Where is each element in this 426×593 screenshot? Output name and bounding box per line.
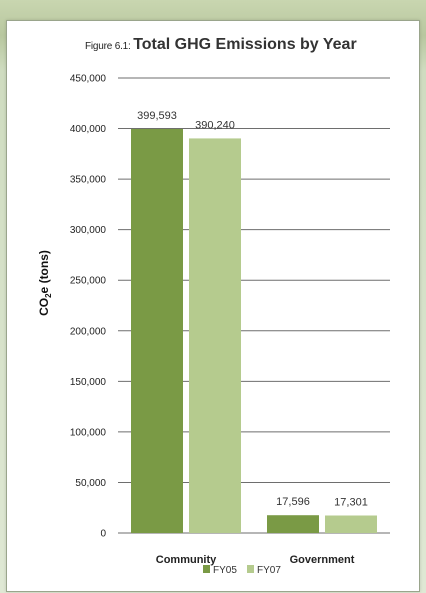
bar-fy07-government	[325, 515, 377, 533]
category-label: Government	[290, 554, 355, 566]
y-tick-labels: 0 50,000 100,000 150,000 200,000 250,000 300,0…	[70, 74, 107, 540]
y-tick-label: 200,000	[70, 326, 107, 337]
legend-label-fy05: FY05	[213, 565, 237, 576]
y-tick-label: 400,000	[70, 124, 107, 135]
figure-title: Figure 6.1: Total GHG Emissions by Year	[85, 36, 415, 58]
data-labels: 399,593 390,240 17,596 17,301	[137, 110, 368, 509]
legend: FY05 FY07	[203, 565, 281, 576]
y-tick-label: 450,000	[70, 74, 107, 85]
bar-fy05-community	[131, 128, 183, 533]
bars	[131, 128, 377, 533]
legend-swatch-fy07	[247, 565, 254, 573]
bar-fy05-government	[267, 515, 319, 533]
data-label: 17,301	[334, 497, 368, 509]
category-label: Community	[156, 554, 217, 566]
data-label: 17,596	[276, 496, 310, 508]
y-tick-label: 350,000	[70, 175, 107, 186]
y-tick-label: 0	[100, 529, 106, 540]
y-tick-label: 250,000	[70, 276, 107, 287]
y-tick-label: 50,000	[75, 478, 106, 489]
y-axis-label: CO2e (tons)	[37, 250, 53, 316]
legend-swatch-fy05	[203, 565, 210, 573]
legend-label-fy07: FY07	[257, 565, 281, 576]
data-label: 390,240	[195, 119, 235, 131]
y-tick-label: 150,000	[70, 377, 107, 388]
bar-fy07-community	[189, 138, 241, 533]
y-tick-label: 100,000	[70, 427, 107, 438]
chart-title: Total GHG Emissions by Year	[133, 36, 357, 53]
y-tick-label: 300,000	[70, 225, 107, 236]
data-label: 399,593	[137, 110, 177, 122]
category-labels: Community Government	[156, 554, 355, 566]
figure-number: Figure 6.1:	[85, 41, 134, 52]
